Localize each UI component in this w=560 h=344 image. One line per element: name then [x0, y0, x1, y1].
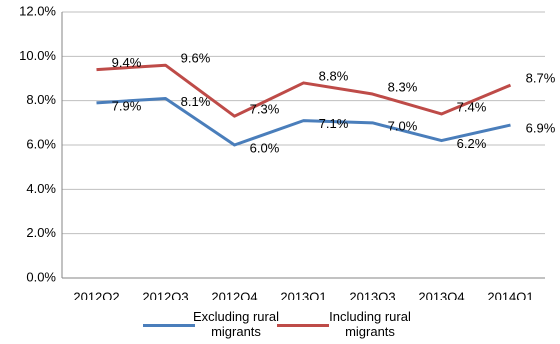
x-tick-label: 2012Q3 — [142, 289, 188, 300]
data-label: 7.4% — [457, 99, 487, 114]
x-tick-label: 2013Q4 — [418, 289, 464, 300]
y-tick-label: 2.0% — [26, 225, 56, 240]
y-tick-label: 8.0% — [26, 92, 56, 107]
x-tick-label: 2013Q1 — [280, 289, 326, 300]
x-tick-label: 2012Q2 — [73, 289, 119, 300]
data-label: 8.7% — [526, 71, 556, 86]
data-label: 8.1% — [181, 94, 211, 109]
y-tick-label: 0.0% — [26, 269, 56, 284]
series-line — [96, 96, 511, 147]
data-label: 7.9% — [112, 98, 142, 113]
y-tick-label: 6.0% — [26, 136, 56, 151]
data-label: 7.0% — [388, 118, 418, 133]
x-tick-label: 2013Q3 — [349, 289, 395, 300]
x-tick-label: 2012Q4 — [211, 289, 257, 300]
data-label: 7.3% — [250, 102, 280, 117]
data-label: 7.1% — [319, 116, 349, 131]
data-label: 6.9% — [526, 120, 556, 135]
data-label: 8.3% — [388, 79, 418, 94]
plot: 0.0% 2.0% 4.0% 6.0% 8.0% 10.0% 12.0% 2012Q2 2012… — [19, 3, 556, 304]
y-tick-label: 4.0% — [26, 181, 56, 196]
data-label: 6.2% — [457, 136, 487, 151]
data-label: 9.4% — [112, 55, 142, 70]
data-label: 9.6% — [181, 51, 211, 66]
legend-swatch — [277, 324, 329, 327]
y-tick-label: 10.0% — [19, 48, 56, 63]
legend-swatch — [143, 324, 195, 327]
x-tick-label: 2014Q1 — [487, 289, 533, 300]
series-line — [96, 63, 512, 118]
legend-label: Excluding rural migrants — [193, 309, 279, 339]
y-tick-label: 12.0% — [19, 3, 56, 18]
legend-label: Including rural migrants — [329, 309, 411, 339]
data-label: 6.0% — [250, 140, 280, 155]
data-label: 8.8% — [319, 68, 349, 83]
